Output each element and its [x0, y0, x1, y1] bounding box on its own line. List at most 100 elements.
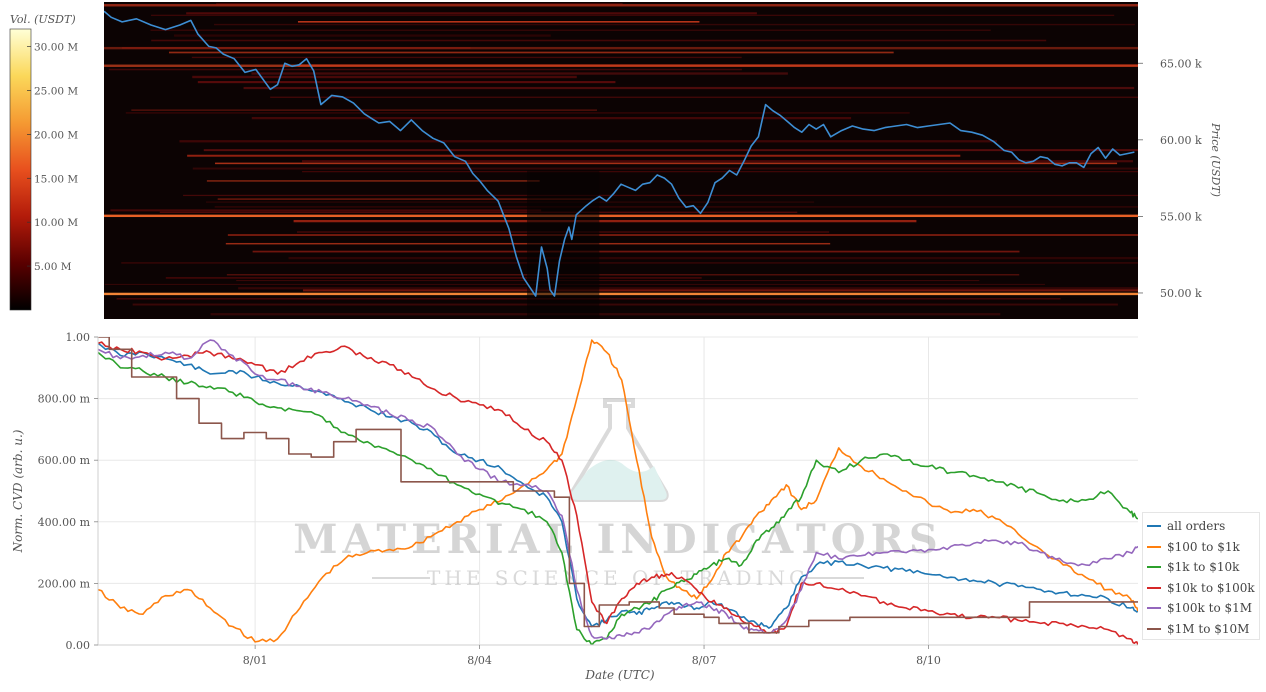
heatmap-band: [301, 160, 1133, 163]
heatmap-level-band: [104, 64, 1138, 67]
y-tick-label: 200.00 m: [38, 577, 91, 590]
heatmap-band: [125, 112, 910, 114]
heatmap-level-band: [104, 214, 1138, 218]
heatmap-band: [183, 194, 1138, 197]
heatmap-band: [293, 219, 917, 223]
heatmap-band: [302, 289, 1138, 292]
heatmap-band: [226, 274, 1020, 276]
heatmap-band: [205, 201, 815, 203]
heatmap-band: [151, 39, 1047, 42]
legend-item-1m-to-10m[interactable]: $1M to $10M: [1147, 619, 1255, 640]
flask-logo-icon: [569, 398, 669, 502]
heatmap-level-band: [104, 4, 1138, 7]
cvd-y-ticks: 0.00 200.00 m 400.00 m 600.00 m 800.00 m 1.00: [38, 331, 98, 652]
heatmap-band: [297, 20, 700, 23]
colorbar-ticks: 5.00 M 10.00 M 15.00 M 20.00 M 25.00 M 30.00 …: [27, 42, 78, 273]
price-axis-label: Price (USDT): [1209, 122, 1222, 197]
series-line-1k-to-10k: [98, 351, 1138, 645]
heatmap-band: [192, 75, 577, 79]
colorbar-tick-label: 20.00 M: [34, 129, 78, 141]
heatmap-band: [150, 29, 991, 31]
price-line: [104, 10, 1135, 297]
price-tick-label: 65.00 k: [1160, 57, 1202, 70]
legend-label: $100k to $1M: [1167, 601, 1253, 616]
heatmap-band: [302, 171, 1138, 173]
legend-swatch: [1147, 566, 1161, 569]
heatmap-band: [251, 116, 852, 120]
heatmap-band: [203, 149, 1138, 152]
heatmap-band: [131, 109, 598, 111]
y-tick-label: 800.00 m: [38, 393, 91, 406]
watermark-tagline: THE SCIENCE OF TRADING: [427, 566, 809, 590]
x-tick-label: 8/07: [692, 654, 717, 667]
legend-label: all orders: [1167, 519, 1226, 534]
y-tick-label: 400.00 m: [38, 516, 91, 529]
heatmap-band: [214, 23, 1135, 26]
legend-swatch: [1147, 627, 1161, 630]
heatmap-band: [108, 68, 742, 71]
legend-item-100-to-1k[interactable]: $100 to $1k: [1147, 537, 1255, 558]
legend-swatch: [1147, 545, 1161, 548]
legend-item-100k-to-1m[interactable]: $100k to $1M: [1147, 598, 1255, 619]
heatmap-band: [243, 86, 1135, 90]
y-tick-label: 0.00: [66, 639, 91, 652]
legend-label: $1k to $10k: [1167, 560, 1240, 575]
heatmap-band: [216, 3, 623, 5]
price-axis-ticks: 50.00 k 55.00 k 60.00 k 65.00 k: [1138, 57, 1202, 300]
y-axis-label: Norm. CVD (arb. u.): [11, 429, 25, 553]
y-tick-label: 1.00: [66, 331, 91, 344]
legend-item-10k-to-100k[interactable]: $10k to $100k: [1147, 578, 1255, 599]
series-line-1m-to-10m: [98, 337, 1138, 634]
cvd-panel: MATERIAL INDICATORS THE SCIENCE OF TRADI…: [97, 336, 1138, 646]
watermark-brand: MATERIAL INDICATORS: [293, 516, 943, 563]
series-line-100k-to-1m: [98, 339, 1138, 640]
colorbar-tick-label: 5.00 M: [34, 261, 72, 273]
legend-item-all-orders[interactable]: all orders: [1147, 516, 1255, 537]
y-tick-label: 600.00 m: [38, 454, 91, 467]
colorbar-tick-label: 15.00 M: [34, 173, 78, 185]
x-tick-label: 8/10: [916, 654, 941, 667]
heatmap-band: [187, 154, 961, 157]
heatmap-level-band: [104, 292, 1138, 296]
x-tick-label: 8/04: [467, 654, 492, 667]
x-tick-label: 8/01: [243, 654, 268, 667]
colorbar-tick-label: 25.00 M: [34, 85, 78, 97]
price-tick-label: 50.00 k: [1160, 287, 1202, 300]
heatmap-band: [217, 198, 596, 200]
x-axis-label: Date (UTC): [584, 668, 654, 682]
heatmap-band: [179, 140, 997, 143]
series-line-all-orders: [98, 342, 1138, 629]
heatmap-band: [227, 234, 1138, 237]
legend: all orders $100 to $1k $1k to $10k $10k to …: [1142, 512, 1260, 640]
heatmap-panel: [104, 2, 1138, 319]
cvd-plot-area: [98, 337, 1138, 645]
colorbar: [9, 28, 32, 311]
legend-swatch: [1147, 586, 1161, 589]
colorbar-title: Vol. (USDT): [10, 13, 76, 26]
heatmap-band: [110, 209, 542, 212]
heatmap-band: [252, 250, 1020, 253]
heatmap-band: [197, 81, 616, 84]
heatmap-band: [121, 262, 1138, 264]
heatmap-band: [174, 34, 551, 37]
heatmap-band: [251, 72, 788, 75]
colorbar-tick-label: 30.00 M: [34, 42, 78, 54]
legend-swatch: [1147, 607, 1161, 610]
legend-item-1k-to-10k[interactable]: $1k to $10k: [1147, 557, 1255, 578]
series-line-10k-to-100k: [98, 341, 1138, 645]
heatmap-level-band: [104, 46, 1138, 50]
heatmap-band: [238, 287, 1138, 290]
heatmap-band: [214, 206, 1138, 208]
heatmap-band: [288, 256, 1138, 260]
heatmap-band: [192, 167, 1138, 170]
series-line-100-to-1k: [98, 339, 1138, 643]
cvd-x-ticks: 8/01 8/04 8/07 8/10: [243, 645, 941, 667]
heatmap-band: [151, 14, 1115, 16]
watermark: MATERIAL INDICATORS THE SCIENCE OF TRADI…: [293, 398, 943, 590]
heatmap-band: [210, 313, 1001, 316]
price-tick-label: 55.00 k: [1160, 210, 1202, 223]
heatmap-band: [206, 180, 540, 182]
heatmap-band: [270, 96, 1138, 98]
